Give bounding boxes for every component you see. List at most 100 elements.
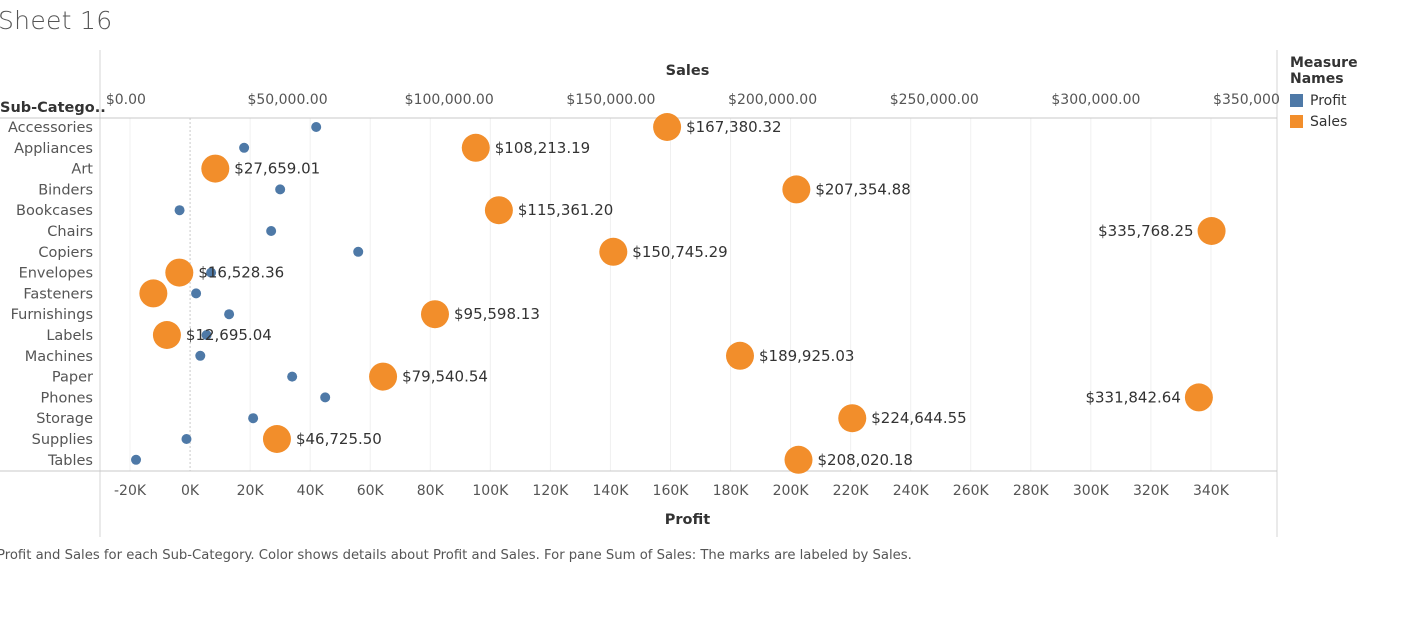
legend-title: Measure Names xyxy=(1290,55,1358,87)
sales-data-label: $115,361.20 xyxy=(518,201,613,219)
category-label: Envelopes xyxy=(19,266,93,282)
sales-data-label: $331,842.64 xyxy=(1085,388,1180,406)
sales-data-label: $95,598.13 xyxy=(454,305,540,323)
profit-point xyxy=(266,226,277,236)
sales-point xyxy=(461,133,490,162)
sales-data-label: $208,020.18 xyxy=(818,451,913,469)
category-label: Chairs xyxy=(47,224,93,240)
category-label: Fasteners xyxy=(23,286,93,302)
sales-data-label: $207,354.88 xyxy=(815,180,910,198)
legend-item-profit[interactable]: Profit xyxy=(1290,90,1411,111)
top-axis-tick-label: $350,000.00 xyxy=(1213,92,1280,108)
sales-data-label: $335,768.25 xyxy=(1098,222,1193,240)
bottom-axis-tick-label: 80K xyxy=(417,483,445,499)
profit-point xyxy=(191,288,202,299)
sales-point xyxy=(165,258,194,287)
row-header: Sub-Catego.. xyxy=(0,100,106,116)
bottom-axis-tick-label: 300K xyxy=(1073,483,1110,499)
sales-data-label: $16,528.36 xyxy=(198,264,284,282)
sales-point xyxy=(725,341,754,370)
bottom-axis-tick-label: 0K xyxy=(181,483,200,499)
top-axis-tick-label: $100,000.00 xyxy=(405,92,494,108)
bottom-axis-tick-label: 120K xyxy=(532,483,569,499)
bottom-axis-tick-label: 320K xyxy=(1133,483,1170,499)
profit-point xyxy=(353,246,364,257)
profit-point xyxy=(131,454,142,465)
bottom-axis-tick-label: 280K xyxy=(1013,483,1050,499)
sales-point xyxy=(1197,217,1226,245)
profit-point xyxy=(275,184,286,195)
sales-data-label: $108,213.19 xyxy=(495,139,590,157)
legend-item-sales[interactable]: Sales xyxy=(1290,111,1411,132)
sales-data-label: $79,540.54 xyxy=(402,368,488,386)
bottom-axis-tick-label: -20K xyxy=(114,483,147,499)
profit-point xyxy=(206,267,217,278)
bottom-axis-tick-label: 100K xyxy=(472,483,509,499)
sales-data-label: $224,644.55 xyxy=(871,409,966,427)
sales-data-label: $167,380.32 xyxy=(686,118,781,136)
profit-point xyxy=(248,413,259,424)
profit-point xyxy=(224,309,235,320)
sales-data-label: $12,695.04 xyxy=(186,326,272,344)
category-label: Copiers xyxy=(38,245,93,261)
top-axis-tick-label: $50,000.00 xyxy=(247,92,327,108)
sales-point xyxy=(484,196,513,225)
profit-point xyxy=(311,122,322,132)
sales-data-label: $27,659.01 xyxy=(234,160,320,178)
sales-point xyxy=(201,154,230,183)
bottom-axis-label: Profit xyxy=(665,512,710,528)
profit-point xyxy=(181,434,192,444)
sheet-title: Sheet 16 xyxy=(0,6,113,35)
profit-point xyxy=(195,350,206,361)
category-label: Art xyxy=(71,162,93,178)
legend-swatch-profit xyxy=(1290,94,1303,107)
sales-data-label: $189,925.03 xyxy=(759,347,854,365)
category-label: Phones xyxy=(41,390,93,406)
category-label: Storage xyxy=(36,411,93,427)
sales-point xyxy=(838,404,867,433)
sales-point xyxy=(782,175,811,204)
sales-point xyxy=(599,237,628,266)
top-axis-tick-label: $250,000.00 xyxy=(890,92,979,108)
bottom-axis-tick-label: 340K xyxy=(1193,483,1230,499)
category-label: Accessories xyxy=(8,120,93,136)
category-label: Supplies xyxy=(32,432,93,448)
bottom-axis-tick-label: 160K xyxy=(653,483,690,499)
bottom-axis-tick-label: 200K xyxy=(773,483,810,499)
top-axis-tick-label: $200,000.00 xyxy=(728,92,817,108)
legend-label-sales: Sales xyxy=(1310,113,1348,130)
category-label: Labels xyxy=(46,328,93,344)
legend-swatch-sales xyxy=(1290,115,1303,128)
legend: Measure Names Profit Sales xyxy=(1290,55,1411,132)
chart-caption: Profit and Sales for each Sub-Category. … xyxy=(0,548,912,563)
category-label: Appliances xyxy=(14,141,93,157)
sales-data-label: $150,745.29 xyxy=(632,243,727,261)
legend-label-profit: Profit xyxy=(1310,92,1347,109)
bottom-axis-tick-label: 60K xyxy=(357,483,385,499)
category-label: Binders xyxy=(38,182,93,198)
sales-point xyxy=(653,113,682,141)
sales-point xyxy=(420,300,449,329)
bottom-axis-tick-label: 240K xyxy=(893,483,930,499)
profit-point xyxy=(174,205,185,216)
bottom-axis-tick-label: 220K xyxy=(833,483,870,499)
sales-data-label: $46,725.50 xyxy=(296,430,382,448)
category-label: Bookcases xyxy=(16,203,93,219)
top-axis-tick-label: $150,000.00 xyxy=(566,92,655,108)
profit-point xyxy=(239,142,250,153)
top-axis-tick-label: $300,000.00 xyxy=(1051,92,1140,108)
sales-point xyxy=(262,425,291,453)
bottom-axis-tick-label: 260K xyxy=(953,483,990,499)
profit-point xyxy=(287,371,298,382)
category-label: Machines xyxy=(25,349,93,365)
sales-point xyxy=(152,321,181,349)
bottom-axis-tick-label: 180K xyxy=(713,483,750,499)
top-axis-tick-label: $0.00 xyxy=(106,92,146,108)
category-label: Furnishings xyxy=(11,307,93,323)
sales-point xyxy=(784,445,813,474)
sales-point xyxy=(139,279,168,308)
profit-point xyxy=(320,392,331,403)
bottom-axis-tick-label: 40K xyxy=(297,483,325,499)
scatter-chart: Sales $0.00 $50,000.00 $100,000.00 $150,000.… xyxy=(0,50,1280,537)
top-axis-label: Sales xyxy=(666,63,710,79)
